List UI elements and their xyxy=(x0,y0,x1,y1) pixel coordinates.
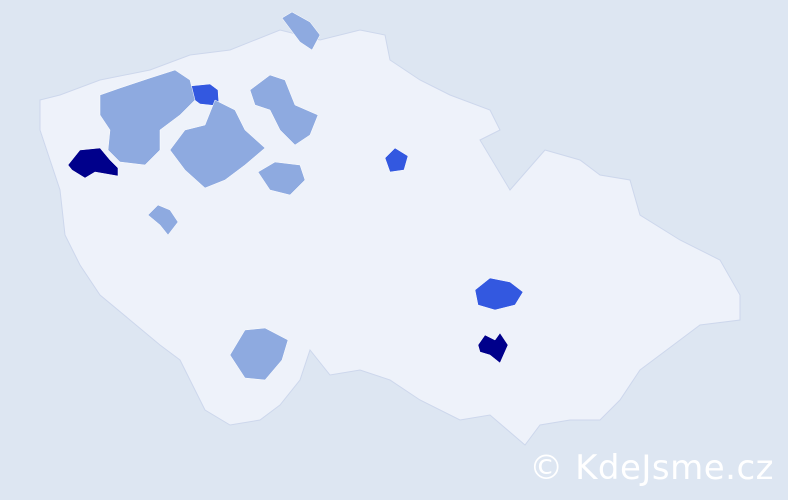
district-mid[interactable] xyxy=(474,277,524,311)
district-low[interactable] xyxy=(169,99,266,189)
district-low[interactable] xyxy=(229,327,289,381)
district-low[interactable] xyxy=(257,161,306,196)
watermark: © KdeJsme.cz xyxy=(529,448,774,488)
district-low[interactable] xyxy=(147,204,179,236)
district-high[interactable] xyxy=(67,147,119,179)
district-mid[interactable] xyxy=(384,147,409,173)
district-low[interactable] xyxy=(249,74,319,146)
district-low[interactable] xyxy=(99,69,196,166)
district-high[interactable] xyxy=(477,332,509,364)
district-low[interactable] xyxy=(281,11,321,51)
